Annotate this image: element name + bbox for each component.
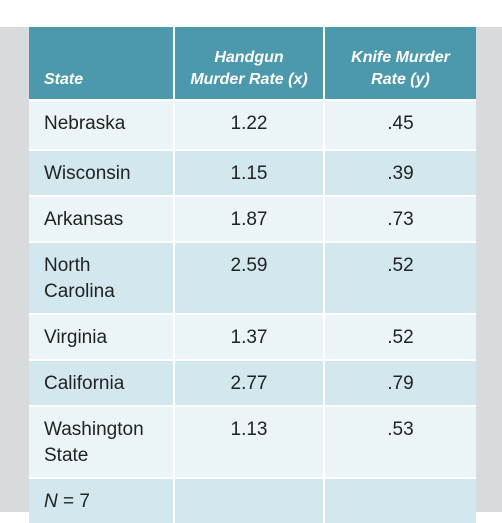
cell-state: Nebraska [29,99,175,149]
cell-empty [175,477,325,523]
cell-state: Washington State [29,405,175,477]
cell-knife-rate: .79 [325,359,476,405]
column-header-handgun-line2: Murder Rate (x) [190,71,308,88]
table-footer-row: N = 7 [29,477,476,523]
column-header-knife-line1: Knife Murder [351,49,450,66]
table-row: Nebraska 1.22 .45 [29,99,476,149]
cell-handgun-rate: 2.77 [175,359,325,405]
cell-knife-rate: .73 [325,195,476,241]
column-header-knife-rate: Knife Murder Rate (y) [325,27,476,99]
cell-empty [325,477,476,523]
table-row: Virginia 1.37 .52 [29,313,476,359]
cell-knife-rate: .53 [325,405,476,477]
cell-state-line1: Washington [44,419,144,440]
table-row: California 2.77 .79 [29,359,476,405]
column-header-state-label: State [44,71,84,88]
cell-state-line1: North [44,255,91,276]
cell-handgun-rate: 1.13 [175,405,325,477]
column-header-handgun-rate: Handgun Murder Rate (x) [175,27,325,99]
cell-handgun-rate: 1.87 [175,195,325,241]
cell-handgun-rate: 1.15 [175,149,325,195]
murder-rate-table: State Handgun Murder Rate (x) Knife Murde… [29,27,476,523]
cell-state: Virginia [29,313,175,359]
sample-size-symbol: N [44,491,58,512]
column-header-handgun-line1: Handgun [214,49,284,66]
cell-state-line2: State [44,445,89,466]
cell-knife-rate: .52 [325,313,476,359]
cell-state-line2: Carolina [44,281,115,302]
cell-knife-rate: .52 [325,241,476,313]
cell-knife-rate: .45 [325,99,476,149]
column-header-state: State [29,27,175,99]
cell-handgun-rate: 2.59 [175,241,325,313]
cell-handgun-rate: 1.37 [175,313,325,359]
sample-size-value: = 7 [57,491,90,512]
cell-state: Wisconsin [29,149,175,195]
cell-state: California [29,359,175,405]
table-row: Arkansas 1.87 .73 [29,195,476,241]
cell-handgun-rate: 1.22 [175,99,325,149]
cell-state: Arkansas [29,195,175,241]
table-row: Washington State 1.13 .53 [29,405,476,477]
cell-sample-size: N = 7 [29,477,175,523]
table-row: Wisconsin 1.15 .39 [29,149,476,195]
table-row: North Carolina 2.59 .52 [29,241,476,313]
cell-knife-rate: .39 [325,149,476,195]
column-header-knife-line2: Rate (y) [371,71,430,88]
cell-state: North Carolina [29,241,175,313]
table-header-row: State Handgun Murder Rate (x) Knife Murde… [29,27,476,99]
